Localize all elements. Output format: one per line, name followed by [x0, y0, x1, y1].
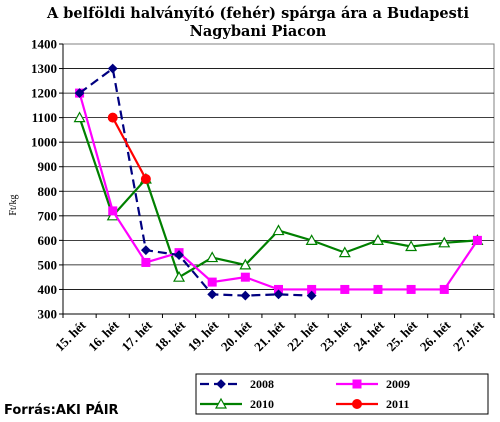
- point-2010-26: [438, 236, 451, 248]
- chart-title-line-2: Nagybani Piacon: [190, 23, 327, 40]
- series-2008: [74, 63, 317, 301]
- point-2009-26: [439, 284, 449, 294]
- y-tick-label: 1100: [32, 110, 57, 125]
- x-tick-label: 18. hét: [152, 317, 189, 354]
- y-tick-label: 1300: [31, 61, 57, 76]
- y-tick-label: 1200: [31, 86, 57, 101]
- plot-frame: [62, 43, 495, 315]
- point-2010-21: [272, 224, 285, 236]
- x-tick-label: 25. hét: [384, 317, 421, 354]
- legend-label-2011: 2011: [386, 397, 409, 411]
- y-tick-label: 700: [38, 208, 58, 223]
- point-2011-16: [107, 112, 118, 123]
- y-tick-label: 1000: [31, 135, 57, 150]
- legend-box: [195, 373, 489, 415]
- legend-label-2009: 2009: [386, 377, 410, 391]
- legend-marker-2010: [214, 397, 228, 409]
- x-tick-label: 27. hét: [450, 317, 487, 354]
- series-line-2008: [78, 66, 312, 297]
- plot-area: [62, 43, 495, 315]
- point-2010-23: [338, 246, 351, 258]
- series-layer: [73, 63, 484, 301]
- point-2009-24: [373, 284, 383, 294]
- y-tick-label: 600: [38, 233, 58, 248]
- x-tick-label: 22. hét: [284, 317, 321, 354]
- y-tick-label: 900: [38, 159, 58, 174]
- point-2008-18: [174, 250, 184, 260]
- point-2010-24: [371, 234, 384, 245]
- point-2008-22: [306, 290, 317, 301]
- y-tick-label: 300: [38, 307, 58, 322]
- point-2009-25: [406, 284, 416, 294]
- chart-title-line-1: A belföldi halványító (fehér) spárga ára…: [46, 5, 469, 22]
- x-tick-label: 21. hét: [251, 317, 288, 354]
- x-tick-label: 23. hét: [317, 317, 354, 354]
- point-2009-17: [141, 257, 151, 267]
- series-line-2011: [111, 117, 147, 180]
- x-tick-label: 19. hét: [185, 317, 222, 354]
- y-tick-label: 1400: [31, 37, 57, 52]
- y-axis-label: Ft/kg: [8, 194, 19, 215]
- y-tick-label: 400: [38, 282, 58, 297]
- legend-label-2010: 2010: [250, 397, 274, 411]
- point-2010-19: [206, 251, 219, 263]
- point-2010-20: [239, 258, 252, 270]
- point-2010-18: [173, 270, 186, 282]
- point-2010-25: [405, 240, 418, 252]
- point-2008-21: [273, 289, 284, 300]
- y-axis-ticks: 300 400 500 600 700 800 900 1000 1100 1200 1300 140…: [31, 37, 63, 322]
- x-tick-label: 15. hét: [52, 317, 89, 354]
- legend-marker-2011: [352, 399, 362, 409]
- point-2008-16: [107, 63, 118, 74]
- x-tick-label: 17. hét: [118, 317, 155, 354]
- point-2008-17: [140, 245, 151, 256]
- x-tick-label: 20. hét: [218, 317, 255, 354]
- y-tick-label: 500: [38, 257, 58, 272]
- legend: 2008 2009 2010 2011: [195, 373, 489, 415]
- point-2008-20: [240, 290, 251, 301]
- source-text: Forrás:AKI PÁIR: [4, 402, 119, 418]
- x-tick-label: 16. hét: [85, 317, 122, 354]
- point-2008-15: [74, 88, 85, 98]
- point-2010-15: [73, 111, 86, 123]
- point-2009-20: [240, 272, 250, 282]
- x-tick-label: 26. hét: [417, 317, 454, 354]
- point-2010-22: [305, 234, 318, 245]
- legend-label-2008: 2008: [250, 377, 274, 391]
- point-2011-17: [140, 174, 151, 184]
- point-2009-27: [472, 235, 482, 245]
- x-tick-label: 24. hét: [350, 317, 387, 354]
- series-2011: [107, 112, 151, 184]
- point-2009-23: [340, 284, 350, 294]
- legend-marker-2009: [352, 379, 362, 389]
- point-2008-19: [207, 289, 218, 300]
- y-tick-label: 800: [38, 184, 58, 199]
- legend-marker-2008: [216, 379, 226, 389]
- point-2009-16: [108, 206, 118, 216]
- point-2009-19: [207, 277, 217, 287]
